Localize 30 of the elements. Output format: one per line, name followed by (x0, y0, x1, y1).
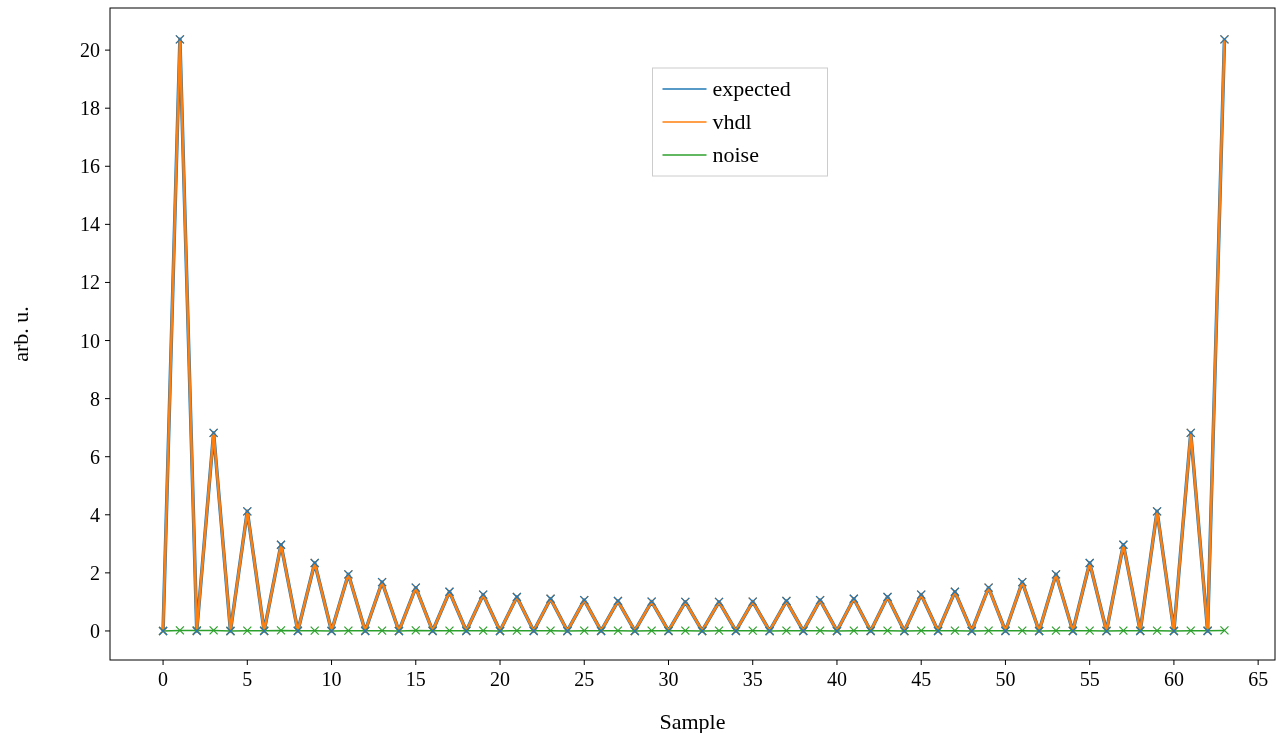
y-tick-label: 2 (90, 561, 100, 584)
x-tick-label: 55 (1079, 668, 1100, 690)
x-tick-label: 45 (911, 668, 932, 690)
y-tick-label: 8 (90, 387, 100, 410)
x-tick-label: 25 (574, 668, 595, 690)
y-tick-label: 6 (90, 445, 100, 468)
x-tick-label: 15 (405, 668, 426, 690)
legend-label: expected (712, 76, 791, 101)
legend-label: vhdl (712, 109, 752, 134)
y-tick-label: 16 (80, 155, 100, 178)
y-tick-label: 14 (80, 213, 100, 236)
y-tick-label: 0 (90, 619, 100, 642)
y-tick-label: 10 (80, 329, 100, 352)
x-axis-title: Sample (659, 709, 726, 733)
y-axis-title: arb. u. (8, 306, 33, 362)
x-tick-label: 30 (658, 668, 679, 690)
y-tick-label: 12 (80, 271, 100, 294)
x-tick-label: 20 (490, 668, 511, 690)
legend-label: noise (712, 142, 759, 167)
y-tick-label: 18 (80, 97, 100, 120)
x-tick-label: 5 (242, 668, 253, 690)
y-tick-label: 20 (80, 39, 100, 62)
x-tick-label: 0 (158, 668, 169, 690)
x-tick-label: 50 (995, 668, 1016, 690)
x-tick-label: 60 (1163, 668, 1184, 690)
y-tick-label: 4 (90, 503, 100, 526)
x-tick-label: 65 (1248, 668, 1269, 690)
x-tick-label: 40 (826, 668, 847, 690)
x-tick-label: 10 (321, 668, 342, 690)
x-tick-label: 35 (742, 668, 763, 690)
